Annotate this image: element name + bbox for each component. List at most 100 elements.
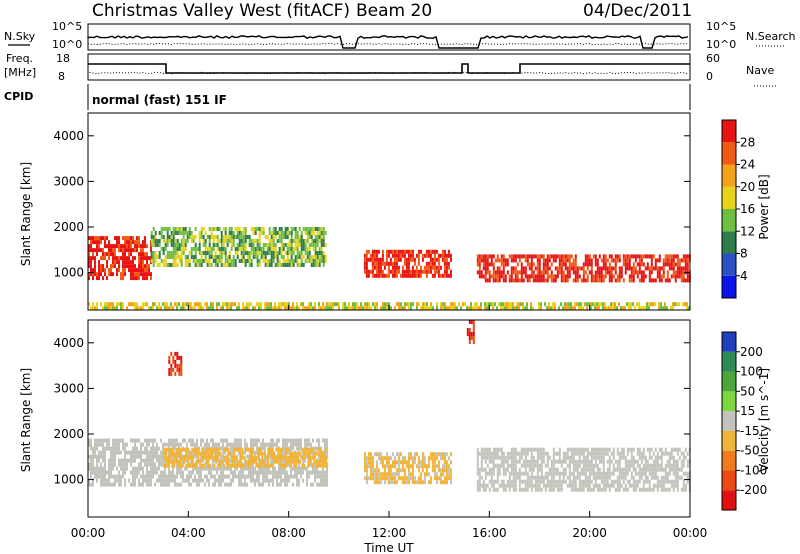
range-cell	[90, 470, 92, 475]
range-cell	[540, 270, 543, 275]
range-cell	[195, 459, 198, 464]
range-cell	[300, 247, 303, 251]
range-cell	[520, 471, 523, 476]
range-cell	[266, 470, 268, 475]
range-cell	[381, 257, 384, 262]
range-cell	[371, 464, 374, 469]
range-cell	[668, 487, 671, 492]
range-cell	[136, 302, 138, 307]
range-cell	[642, 479, 645, 484]
range-cell	[202, 251, 205, 255]
range-cell	[500, 459, 503, 464]
range-cell	[680, 467, 683, 472]
range-cell	[338, 302, 340, 307]
range-cell	[556, 479, 559, 484]
range-cell	[604, 306, 606, 311]
range-cell	[214, 482, 216, 487]
range-cell	[276, 438, 278, 443]
range-cell	[102, 306, 104, 311]
range-cell	[112, 446, 114, 451]
range-cell	[274, 247, 277, 251]
range-cell	[304, 442, 306, 447]
range-cell	[176, 263, 179, 267]
range-cell	[660, 306, 662, 311]
range-cell	[534, 479, 537, 484]
range-cell	[290, 243, 293, 247]
range-cell	[538, 270, 541, 275]
range-cell	[324, 470, 326, 475]
range-cell	[324, 306, 326, 311]
range-cell	[134, 272, 136, 277]
range-cell	[610, 278, 613, 283]
range-cell	[152, 466, 154, 471]
range-cell	[148, 478, 150, 483]
range-cell	[618, 467, 621, 472]
range-cell	[240, 231, 243, 235]
range-cell	[222, 243, 225, 247]
range-cell	[142, 248, 144, 253]
range-cell	[628, 459, 631, 464]
range-cell	[518, 302, 520, 307]
range-cell	[379, 456, 382, 461]
range-cell	[261, 459, 264, 464]
range-cell	[508, 463, 511, 468]
range-cell	[154, 446, 156, 451]
range-cell	[632, 274, 635, 279]
range-cell	[198, 466, 200, 471]
range-cell	[664, 463, 667, 468]
range-cell	[546, 262, 549, 267]
range-cell	[309, 459, 312, 464]
range-cell	[664, 487, 667, 492]
range-cell	[654, 459, 657, 464]
range-cell	[560, 266, 563, 271]
range-cell	[207, 455, 210, 460]
range-cell	[238, 243, 241, 247]
freq-trace	[88, 63, 690, 74]
range-cell	[166, 251, 169, 255]
range-cell	[172, 231, 175, 235]
range-cell	[197, 451, 200, 456]
range-cell	[676, 463, 679, 468]
range-cell	[256, 302, 258, 307]
range-cell	[440, 306, 442, 311]
range-cell	[180, 259, 183, 263]
range-cell	[680, 270, 683, 275]
range-cell	[124, 482, 126, 487]
range-cell	[439, 265, 442, 270]
range-cell	[562, 262, 565, 267]
range-cell	[167, 455, 170, 460]
range-cell	[258, 243, 261, 247]
range-cell	[684, 487, 687, 492]
range-cell	[642, 254, 645, 259]
range-cell	[482, 487, 485, 492]
range-cell	[244, 239, 247, 243]
range-cell	[214, 458, 216, 463]
range-cell	[230, 442, 232, 447]
range-cell	[556, 467, 559, 472]
range-cell	[676, 302, 678, 307]
range-cell	[365, 261, 368, 266]
range-cell	[522, 471, 525, 476]
range-cell	[554, 467, 557, 472]
range-cell	[226, 462, 228, 467]
range-cell	[606, 475, 609, 480]
range-cell	[254, 438, 256, 443]
range-cell	[209, 463, 212, 468]
range-cell	[136, 466, 138, 471]
range-cell	[600, 479, 603, 484]
range-cell	[516, 254, 519, 259]
range-cell	[318, 239, 321, 243]
range-cell	[230, 478, 232, 483]
range-cell	[96, 306, 98, 311]
range-cell	[283, 463, 286, 468]
range-cell	[600, 302, 602, 307]
range-cell	[676, 270, 679, 275]
range-cell	[120, 306, 122, 311]
range-cell	[280, 247, 283, 251]
range-cell	[260, 227, 263, 231]
range-cell	[292, 302, 294, 307]
range-cell	[570, 447, 573, 452]
range-cell	[660, 467, 663, 472]
range-cell	[288, 302, 290, 307]
range-cell	[664, 475, 667, 480]
